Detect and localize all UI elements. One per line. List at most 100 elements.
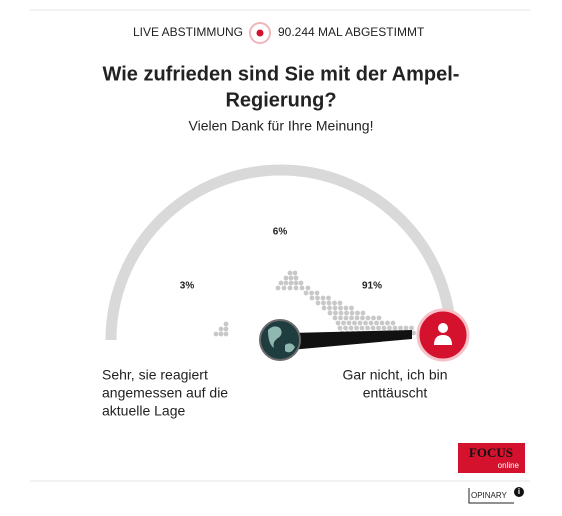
vote-dot	[398, 325, 403, 331]
vote-dot	[327, 310, 333, 316]
vote-dot	[370, 325, 376, 331]
vote-dot	[357, 320, 363, 326]
vote-dot	[332, 305, 338, 311]
vote-dot	[332, 300, 337, 306]
vote-dot	[309, 295, 315, 301]
vote-dot	[223, 326, 229, 332]
info-icon[interactable]	[514, 487, 524, 497]
vote-dot	[349, 310, 355, 316]
globe-land	[268, 326, 295, 353]
user-icon	[434, 335, 452, 345]
vote-dot	[338, 315, 343, 321]
vote-dot	[309, 290, 314, 296]
vote-dot	[315, 300, 321, 306]
vote-dot	[403, 325, 409, 331]
vote-dot	[283, 280, 289, 286]
vote-dot	[376, 325, 381, 331]
vote-dot	[354, 315, 360, 321]
vote-dot	[343, 305, 349, 311]
vote-dot	[368, 320, 374, 326]
vote-dot	[352, 320, 357, 326]
vote-dot	[376, 315, 382, 321]
vote-dot	[321, 305, 327, 311]
user-icon	[438, 323, 448, 333]
vote-dot	[335, 320, 341, 326]
thanks: Vielen Dank für Ihre Meinung!	[189, 118, 374, 134]
vote-dot	[338, 305, 343, 311]
vote-dot	[287, 270, 293, 276]
vote-dot	[411, 330, 416, 336]
vote-dot	[326, 300, 332, 306]
vote-dot	[349, 305, 354, 311]
brand-name: FOCUS	[469, 445, 513, 460]
vote-dot	[365, 325, 370, 331]
vote-dot	[355, 310, 360, 316]
vote-dot	[365, 315, 371, 321]
vote-dot	[293, 280, 299, 286]
vote-dot	[288, 280, 294, 286]
vote-dot	[293, 285, 299, 291]
vote-dot	[374, 320, 379, 326]
vote-dot	[287, 285, 293, 291]
vote-dot	[390, 320, 396, 326]
vote-dot	[281, 285, 287, 291]
vote-dot	[349, 315, 354, 321]
vote-count: 90.244 MAL ABGESTIMMT	[278, 25, 425, 39]
right-label: Gar nicht, ich bin	[342, 367, 447, 383]
vote-dot	[332, 315, 338, 321]
gauge-arc	[105, 164, 457, 341]
brand-sub: online	[498, 461, 520, 470]
vote-dot	[344, 310, 349, 316]
vote-dot	[283, 275, 289, 281]
vote-dot	[305, 285, 311, 291]
vote-dot	[360, 315, 365, 321]
vote-dot	[392, 325, 398, 331]
vote-dot	[327, 305, 332, 311]
question: Regierung?	[225, 89, 336, 111]
vote-dot	[213, 331, 219, 337]
left-label: aktuelle Lage	[102, 403, 186, 419]
vote-dot	[363, 320, 368, 326]
vote-dot	[379, 320, 385, 326]
vote-dot	[360, 310, 366, 316]
vote-dot	[346, 320, 352, 326]
needle	[290, 330, 412, 350]
vote-dot	[218, 326, 224, 332]
result-label: 3%	[180, 281, 195, 292]
result-label: 91%	[362, 281, 382, 292]
vote-dot	[385, 320, 390, 326]
vote-dot	[275, 285, 281, 291]
vote-dot	[338, 310, 344, 316]
vote-dot	[326, 295, 331, 301]
vote-dot	[303, 290, 309, 296]
question: Wie zufrieden sind Sie mit der Ampel-	[103, 63, 460, 85]
globe-knob	[259, 319, 301, 361]
vote-dot	[381, 325, 387, 331]
vote-dot	[321, 300, 326, 306]
vote-dot	[343, 325, 348, 331]
left-label: angemessen auf die	[102, 385, 228, 401]
vote-dot	[298, 280, 304, 286]
right-label: enttäuscht	[363, 385, 428, 401]
vote-dot	[359, 325, 365, 331]
footer-frame	[468, 488, 514, 504]
vote-dot	[314, 290, 320, 296]
result-label: 6%	[273, 227, 288, 238]
vote-dot	[409, 325, 414, 331]
vote-dot	[354, 325, 359, 331]
vote-dot	[348, 325, 354, 331]
vote-dot	[223, 331, 229, 337]
vote-dot	[288, 275, 294, 281]
live-label: LIVE ABSTIMMUNG	[133, 25, 243, 39]
vote-dot	[337, 300, 343, 306]
vote-dot	[387, 325, 392, 331]
info-icon-glyph: i	[518, 487, 520, 496]
vote-dot	[218, 331, 224, 337]
brand-logo	[458, 443, 525, 473]
left-label: Sehr, sie reagiert	[102, 367, 208, 383]
vote-dot	[341, 320, 346, 326]
vote-dot	[333, 310, 338, 316]
footer-brand[interactable]: OPINARY	[471, 491, 508, 500]
vote-dot	[320, 295, 326, 301]
